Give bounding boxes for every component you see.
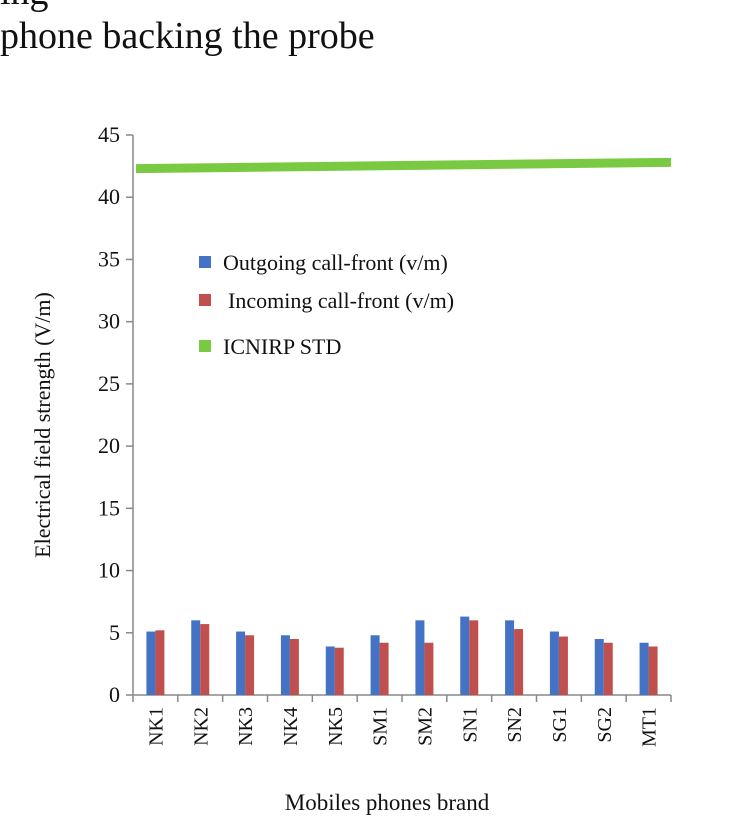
bar-outgoing-sg1 — [549, 631, 559, 695]
y-tick-label: 25 — [98, 371, 120, 396]
bar-incoming-nk2 — [200, 624, 210, 695]
legend-swatch-3 — [199, 340, 211, 352]
x-tick-label: SN1 — [459, 707, 481, 743]
bar-incoming-sn2 — [514, 629, 524, 695]
y-tick-label: 45 — [98, 122, 120, 147]
bar-incoming-nk1 — [155, 630, 165, 695]
bar-incoming-nk4 — [289, 639, 299, 695]
bar-incoming-nk3 — [245, 635, 255, 695]
y-tick-label: 35 — [98, 246, 120, 271]
y-tick-label: 20 — [98, 433, 120, 458]
y-tick-label: 10 — [98, 558, 120, 583]
y-tick-label: 40 — [98, 184, 120, 209]
bar-incoming-sn1 — [469, 620, 479, 695]
y-tick-label: 15 — [98, 495, 120, 520]
legend-swatch-1 — [199, 256, 211, 268]
y-tick-label: 5 — [109, 620, 120, 645]
legend-label-2: Incoming call-front (v/m) — [228, 288, 454, 313]
legend-label-3: ICNIRP STD — [223, 334, 341, 359]
x-tick-label: NK2 — [190, 707, 212, 746]
y-tick-label: 0 — [109, 682, 120, 707]
bar-outgoing-nk5 — [325, 646, 335, 695]
bar-incoming-sm1 — [379, 642, 389, 695]
legend-swatch-2 — [199, 294, 211, 306]
x-tick-label: SM1 — [370, 707, 392, 746]
bar-outgoing-mt1 — [639, 642, 649, 695]
x-tick-label: SG1 — [549, 707, 571, 743]
figure-caption: ing phone backing the probe — [0, 0, 736, 60]
x-tick-label: NK3 — [235, 707, 257, 746]
bar-outgoing-nk2 — [191, 620, 201, 695]
x-tick-label: NK1 — [145, 707, 167, 746]
bar-incoming-sm2 — [424, 642, 434, 695]
icnirp-std-line — [135, 157, 672, 174]
bar-outgoing-nk4 — [280, 635, 290, 695]
y-tick-label: 30 — [98, 309, 120, 334]
bar-outgoing-sn2 — [505, 620, 515, 695]
x-axis-label: Mobiles phones brand — [285, 790, 490, 815]
x-tick-label: MT1 — [639, 707, 661, 747]
caption-line-1: ing — [0, 0, 49, 14]
y-axis-label: Electrical field strength (V/m) — [30, 292, 55, 558]
x-tick-label: NK4 — [280, 707, 302, 746]
bar-outgoing-nk3 — [236, 631, 246, 695]
bar-incoming-sg1 — [558, 636, 568, 695]
x-tick-label: NK5 — [325, 707, 347, 746]
bar-outgoing-sm1 — [370, 635, 380, 695]
bar-outgoing-nk1 — [146, 631, 156, 695]
bar-outgoing-sg2 — [594, 639, 604, 695]
bar-incoming-mt1 — [648, 646, 658, 695]
x-tick-label: SN2 — [504, 707, 526, 743]
legend-label-1: Outgoing call-front (v/m) — [223, 250, 448, 275]
caption-line-2: phone backing the probe — [0, 15, 375, 57]
bar-outgoing-sn1 — [460, 616, 470, 695]
bar-incoming-sg2 — [603, 642, 613, 695]
x-tick-label: SM2 — [414, 707, 436, 746]
bar-incoming-nk5 — [334, 647, 344, 695]
bar-outgoing-sm2 — [415, 620, 425, 695]
x-tick-label: SG2 — [594, 707, 616, 743]
